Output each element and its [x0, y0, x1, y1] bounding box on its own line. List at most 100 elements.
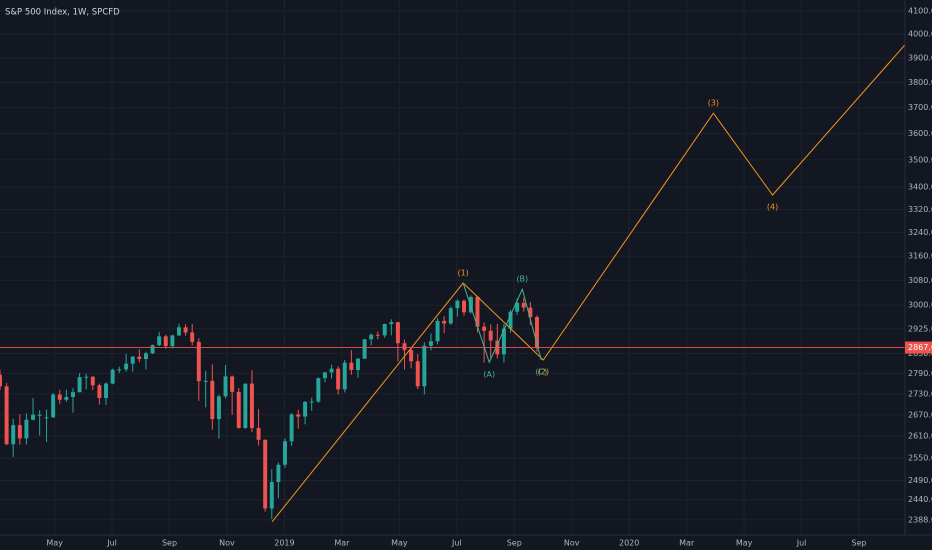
x-tick-label: Jul [106, 539, 117, 548]
wave-line [271, 44, 905, 523]
candle-body [236, 391, 241, 428]
candle-body [110, 369, 115, 384]
candle-body [51, 394, 56, 418]
candle-body [104, 383, 108, 399]
candle-body [249, 383, 254, 428]
candle-body [124, 363, 129, 370]
candle-body [177, 327, 181, 336]
candle-body [64, 396, 69, 400]
wave-label: (B) [516, 275, 528, 284]
candle-body [143, 353, 148, 360]
candle-body [389, 322, 394, 325]
candle-body [97, 385, 102, 399]
x-tick-label: Nov [564, 539, 580, 548]
x-tick-label: 2019 [274, 539, 294, 548]
x-tick-label: Nov [219, 539, 235, 548]
wave-label: (A) [483, 370, 495, 379]
candle-body [11, 425, 16, 445]
y-tick-label: 4000.0 [908, 30, 932, 39]
candle-body [369, 334, 374, 340]
candle-body [289, 414, 294, 442]
y-tick-label: 3500.0 [908, 155, 932, 164]
candle-body [336, 368, 341, 390]
candle-body [117, 369, 122, 371]
candle-body [77, 377, 82, 393]
candle-body [203, 380, 208, 382]
candle-body [84, 376, 89, 378]
candle-body [256, 427, 261, 440]
wave-label: (4) [767, 203, 778, 212]
candle-body [309, 401, 314, 403]
candle-body [24, 419, 29, 439]
candle-body [17, 425, 22, 439]
candle-body [402, 343, 407, 351]
candle-body [508, 311, 513, 329]
y-tick-label: 3240.0 [908, 228, 932, 237]
y-tick-label: 2440.0 [908, 495, 932, 504]
candle-body [448, 308, 453, 324]
y-tick-label: 2925.0 [908, 324, 932, 333]
x-tick-label: 2020 [619, 539, 639, 548]
candle-body [395, 322, 400, 344]
y-tick-label: 2388.0 [908, 515, 932, 524]
candle-body [329, 368, 334, 373]
candle-body [263, 439, 268, 509]
candle-body [31, 414, 36, 420]
y-tick-label: 3000.0 [908, 301, 932, 310]
y-tick-label: 2670.0 [908, 410, 932, 419]
y-tick-label: 3700.0 [908, 103, 932, 112]
candle-body [435, 320, 440, 342]
candle-body [44, 417, 49, 419]
y-tick-label: 2550.0 [908, 454, 932, 463]
price-label-box [905, 341, 932, 354]
candle-body [342, 362, 347, 390]
x-tick-label: Sep [507, 539, 522, 548]
candle-body [230, 376, 235, 392]
candle-body [130, 356, 135, 364]
y-tick-label: 3080.0 [908, 276, 932, 285]
candle-body [0, 374, 2, 387]
candle-body [501, 328, 506, 355]
candle-body [70, 392, 75, 397]
candle-body [375, 334, 380, 336]
candle-body [210, 380, 215, 420]
candle-body [296, 414, 301, 417]
candle-body [170, 335, 175, 347]
x-tick-label: May [46, 539, 63, 548]
candle-body [355, 358, 360, 371]
x-tick-label: May [391, 539, 408, 548]
y-tick-label: 3600.0 [908, 129, 932, 138]
candle-body [90, 376, 95, 386]
candle-body [534, 317, 539, 348]
candle-body [57, 394, 62, 400]
y-tick-label: 3800.0 [908, 78, 932, 87]
y-tick-label: 2730.0 [908, 389, 932, 398]
candle-body [455, 300, 460, 309]
candle-body [243, 383, 248, 428]
candle-body [428, 341, 433, 346]
wave-line [462, 282, 542, 364]
y-tick-label: 3320.0 [908, 205, 932, 214]
y-tick-label: 3900.0 [908, 54, 932, 63]
candle-body [382, 324, 387, 336]
wave-label: (C) [535, 368, 547, 377]
candle-body [283, 441, 287, 465]
y-tick-label: 2790.0 [908, 369, 932, 378]
candle-body [190, 332, 195, 342]
candle-body [276, 464, 281, 483]
x-tick-label: Sep [851, 539, 866, 548]
plot-area: (1) (2) (3) (4) (A) (B) (C) [0, 44, 905, 523]
candle-body [528, 307, 533, 318]
x-tick-label: Mar [679, 539, 695, 548]
x-tick-label: Sep [162, 539, 177, 548]
candle-body [37, 414, 42, 416]
y-tick-label: 2490.0 [908, 476, 932, 485]
x-tick-label: Mar [334, 539, 350, 548]
candle-body [163, 336, 168, 347]
candle-body [482, 326, 487, 331]
candle-body [488, 330, 493, 341]
candle-body [521, 302, 526, 308]
y-tick-label: 3400.0 [908, 183, 932, 192]
